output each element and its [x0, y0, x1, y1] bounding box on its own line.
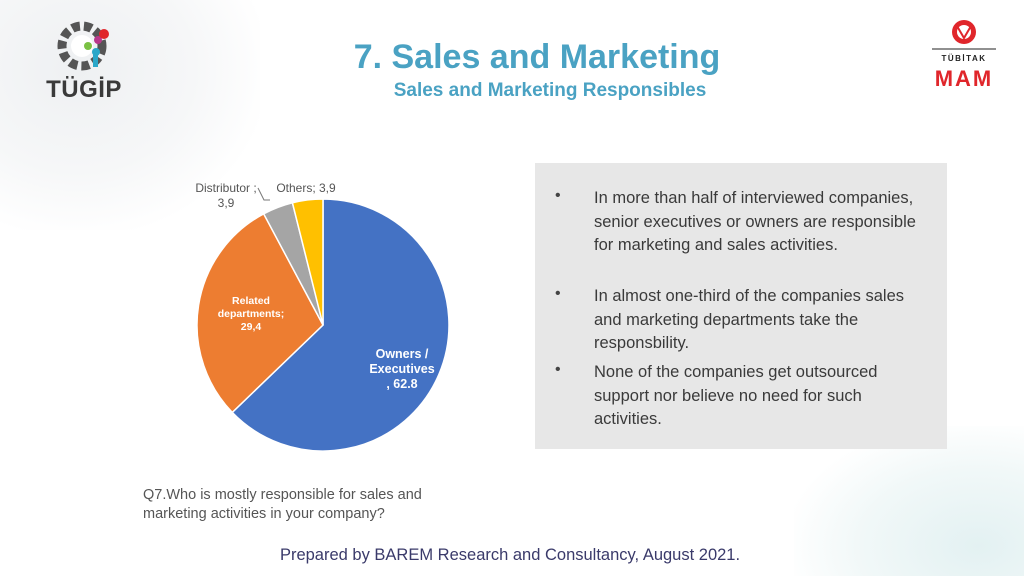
tubitak-mam-logo: TÜBİTAK MAM [924, 14, 1004, 94]
bullet-marker: • [555, 361, 561, 378]
pie-chart: Owners / Executives, 62.8 Related departmen… [195, 181, 450, 452]
finding-text: None of the companies get outsourced sup… [594, 363, 878, 428]
findings-panel: • In more than half of interviewed compa… [535, 163, 947, 449]
page-title: 7. Sales and Marketing [353, 38, 721, 76]
tubitak-logo-text: TÜBİTAK [941, 54, 987, 63]
background-decoration-top-left [0, 0, 260, 230]
pie-slice-related-departments [196, 212, 324, 414]
tugip-logo: TÜGİP [36, 18, 132, 110]
pie-slice-others [291, 198, 324, 326]
bullet-marker: • [555, 285, 561, 302]
footer-credit: Prepared by BAREM Research and Consultan… [279, 546, 741, 564]
pie-label-related-departments: Related departments; 29,4 [218, 295, 285, 333]
pie-leader-line [257, 187, 270, 201]
tugip-logo-text: TÜGİP [46, 76, 122, 103]
pie-label-others: Others; 3,9 [276, 181, 336, 195]
pie-slice-owners-executives [231, 198, 450, 452]
mam-logo-text: MAM [934, 66, 994, 91]
pie-label-owners-executives: Owners / Executives, 62.8 [369, 347, 434, 391]
finding-text: In almost one-third of the companies sal… [594, 287, 904, 352]
survey-question: Q7.Who is mostly responsible for sales a… [143, 487, 422, 522]
background-decoration-bottom-right [794, 426, 1024, 576]
page-subtitle: Sales and Marketing Responsibles [393, 80, 707, 101]
bullet-marker: • [555, 187, 561, 204]
finding-text: In more than half of interviewed compani… [594, 189, 916, 254]
tubitak-emblem-icon [932, 20, 996, 50]
pie-label-distributor: Distributor ; 3,9 [195, 181, 256, 210]
gear-icon [57, 21, 109, 71]
